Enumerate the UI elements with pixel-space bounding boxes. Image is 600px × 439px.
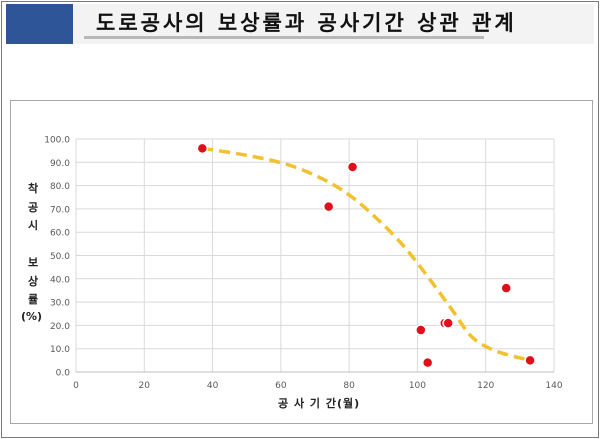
y-axis-label-char: 공	[27, 200, 39, 214]
y-tick-label: 10.0	[50, 345, 70, 355]
y-tick-label: 40.0	[50, 275, 70, 285]
x-tick-label: 140	[545, 381, 562, 391]
x-tick-label: 20	[139, 381, 151, 391]
x-tick-label: 100	[409, 381, 426, 391]
data-point	[524, 354, 536, 367]
y-tick-label: 100.0	[44, 136, 70, 146]
y-tick-label: 20.0	[50, 322, 70, 332]
data-point	[322, 200, 335, 213]
y-tick-label: 90.0	[50, 159, 70, 169]
data-point	[500, 282, 512, 294]
data-point	[415, 324, 427, 336]
data-point	[442, 317, 454, 329]
y-tick-label: 30.0	[50, 299, 70, 309]
y-axis-label-char: 시	[27, 219, 39, 232]
y-axis-label-char: 률	[27, 293, 39, 306]
chart-container	[10, 100, 593, 424]
page-title: 도로공사의 보상률과 공사기간 상관 관계	[96, 11, 517, 35]
x-axis-label: 공 사 기 간(월)	[278, 397, 361, 410]
y-tick-label: 0.0	[56, 369, 71, 379]
x-tick-label: 60	[275, 381, 287, 391]
x-tick-label: 120	[477, 381, 494, 391]
title-underline	[84, 36, 484, 39]
trend-line	[202, 146, 531, 363]
y-axis-label-char: 보	[27, 256, 39, 269]
y-axis-label-char: 착	[27, 182, 39, 195]
y-tick-label: 70.0	[50, 205, 70, 215]
x-tick-label: 0	[73, 381, 79, 391]
x-tick-label: 80	[343, 381, 355, 391]
y-tick-label: 50.0	[50, 252, 70, 262]
y-axis-label-char: (%)	[21, 309, 43, 323]
data-point	[346, 161, 359, 173]
y-tick-label: 60.0	[50, 229, 70, 239]
header-accent-block	[6, 4, 73, 44]
data-point	[196, 142, 209, 155]
y-tick-label: 80.0	[50, 182, 70, 192]
y-axis-label-char: 상	[27, 274, 39, 288]
data-point	[421, 356, 434, 369]
x-tick-label: 40	[207, 381, 219, 391]
